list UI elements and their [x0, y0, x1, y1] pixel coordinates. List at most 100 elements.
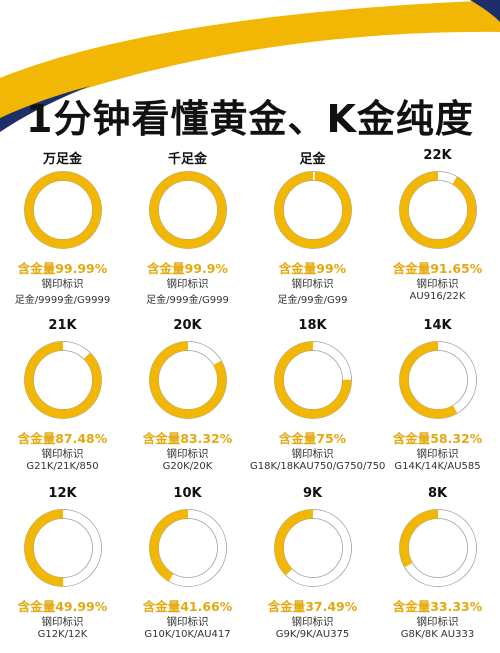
- purity-text: 含金量37.49%: [267, 599, 358, 614]
- ring-inner-border: [33, 180, 93, 240]
- stamp-label: 钢印标识: [41, 448, 84, 460]
- stamp-marks: G14K/14K/AU585: [394, 461, 481, 472]
- purity-ring: [399, 171, 477, 249]
- gold-type-name: 14K: [423, 318, 452, 333]
- stamp-marks: G10K/10K/AU417: [144, 629, 231, 640]
- stamp-label: 钢印标识: [416, 616, 459, 628]
- ring-inner-border: [283, 180, 343, 240]
- gold-swoosh: [0, 0, 500, 118]
- gold-type-name: 10K: [173, 486, 202, 501]
- background-decoration: [0, 0, 500, 132]
- ring-inner-border: [158, 180, 218, 240]
- purity-ring: [274, 509, 352, 587]
- stamp-marks: G9K/9K/AU375: [275, 629, 350, 640]
- ring-inner-border: [283, 518, 343, 578]
- ring-gold-fill: [149, 171, 227, 249]
- stamp-marks: G20K/20K: [162, 461, 213, 472]
- stamp-marks: G8K/8K AU333: [400, 629, 475, 640]
- purity-ring: [24, 171, 102, 249]
- navy-corner: [470, 0, 500, 22]
- purity-text: 含金量91.65%: [392, 261, 483, 276]
- stamp-label: 钢印标识: [291, 278, 334, 290]
- purity-card: 10K 含金量41.66% 钢印标识 G10K/10K/AU417: [125, 484, 250, 649]
- purity-text: 含金量49.99%: [17, 599, 108, 614]
- stamp-label: 钢印标识: [166, 616, 209, 628]
- purity-card: 万足金 含金量99.99% 钢印标识 足金/9999金/G9999: [0, 146, 125, 311]
- stamp-label: 钢印标识: [41, 278, 84, 290]
- ring-gold-fill: [24, 341, 102, 419]
- stamp-label: 钢印标识: [166, 448, 209, 460]
- purity-ring: [149, 509, 227, 587]
- purity-card: 8K 含金量33.33% 钢印标识 G8K/8K AU333: [375, 484, 500, 649]
- purity-ring: [24, 509, 102, 587]
- purity-card: 14K 含金量58.32% 钢印标识 G14K/14K/AU585: [375, 316, 500, 481]
- gold-type-name: 万足金: [42, 152, 82, 167]
- purity-text: 含金量41.66%: [142, 599, 233, 614]
- purity-card: 18K 含金量75% 钢印标识 G18K/18KAU750/G750/750: [250, 316, 386, 481]
- ring-gold-fill: [274, 341, 352, 419]
- stamp-label: 钢印标识: [291, 448, 334, 460]
- purity-card: 12K 含金量49.99% 钢印标识 G12K/12K: [0, 484, 125, 649]
- ring-gold-fill: [149, 509, 227, 587]
- purity-text: 含金量99%: [278, 261, 347, 276]
- purity-text: 含金量33.33%: [392, 599, 483, 614]
- purity-ring: [149, 171, 227, 249]
- purity-text: 含金量99.9%: [147, 261, 228, 276]
- stamp-label: 钢印标识: [166, 278, 209, 290]
- purity-card: 9K 含金量37.49% 钢印标识 G9K/9K/AU375: [250, 484, 375, 649]
- purity-text: 含金量83.32%: [142, 431, 233, 446]
- gold-type-name: 8K: [427, 486, 448, 501]
- ring-gold-fill: [149, 341, 227, 419]
- purity-text: 含金量99.99%: [17, 261, 108, 276]
- purity-ring: [274, 341, 352, 419]
- stamp-marks: G12K/12K: [37, 629, 88, 640]
- gold-type-name: 12K: [48, 486, 77, 501]
- purity-card: 22K 含金量91.65% 钢印标识 AU916/22K: [375, 146, 500, 311]
- purity-ring: [149, 341, 227, 419]
- ring-inner-border: [283, 350, 343, 410]
- purity-card: 足金 含金量99% 钢印标识 足金/99金/G99: [250, 146, 375, 311]
- ring-gold-fill: [399, 341, 477, 419]
- ring-inner-border: [33, 350, 93, 410]
- stamp-marks: 足金/999金/G999: [146, 295, 229, 306]
- purity-text: 含金量75%: [278, 431, 347, 446]
- ring-inner-border: [408, 180, 468, 240]
- stamp-label: 钢印标识: [416, 278, 459, 290]
- gold-type-name: 千足金: [167, 152, 207, 167]
- gold-type-name: 22K: [423, 148, 452, 163]
- stamp-marks: G21K/21K/850: [26, 461, 99, 472]
- stamp-label: 钢印标识: [416, 448, 459, 460]
- purity-text: 含金量58.32%: [392, 431, 483, 446]
- ring-inner-border: [408, 350, 468, 410]
- ring-gold-fill: [24, 509, 102, 587]
- gold-type-name: 20K: [173, 318, 202, 333]
- ring-gold-fill: [24, 171, 102, 249]
- purity-card: 20K 含金量83.32% 钢印标识 G20K/20K: [125, 316, 250, 481]
- ring-gold-fill: [399, 171, 477, 249]
- ring-gold-fill: [274, 171, 352, 249]
- stamp-marks: 足金/9999金/G9999: [14, 295, 111, 306]
- gold-type-name: 足金: [299, 152, 326, 167]
- purity-ring: [399, 509, 477, 587]
- purity-card: 千足金 含金量99.9% 钢印标识 足金/999金/G999: [125, 146, 250, 311]
- stamp-marks: G18K/18KAU750/G750/750: [250, 461, 386, 472]
- ring-inner-border: [408, 518, 468, 578]
- ring-inner-border: [158, 518, 218, 578]
- gold-type-name: 21K: [48, 318, 77, 333]
- purity-ring: [274, 171, 352, 249]
- ring-inner-border: [158, 350, 218, 410]
- ring-gold-fill: [399, 509, 477, 587]
- purity-card: 21K 含金量87.48% 钢印标识 G21K/21K/850: [0, 316, 125, 481]
- stamp-label: 钢印标识: [291, 616, 334, 628]
- stamp-marks: AU916/22K: [409, 291, 466, 302]
- ring-inner-border: [33, 518, 93, 578]
- gold-type-name: 9K: [302, 486, 323, 501]
- ring-gold-fill: [274, 509, 352, 587]
- purity-ring: [399, 341, 477, 419]
- stamp-label: 钢印标识: [41, 616, 84, 628]
- stamp-marks: 足金/99金/G99: [277, 295, 348, 306]
- gold-type-name: 18K: [298, 318, 327, 333]
- purity-ring: [24, 341, 102, 419]
- purity-text: 含金量87.48%: [17, 431, 108, 446]
- page-title: 1分钟看懂黄金、K金纯度: [26, 97, 474, 141]
